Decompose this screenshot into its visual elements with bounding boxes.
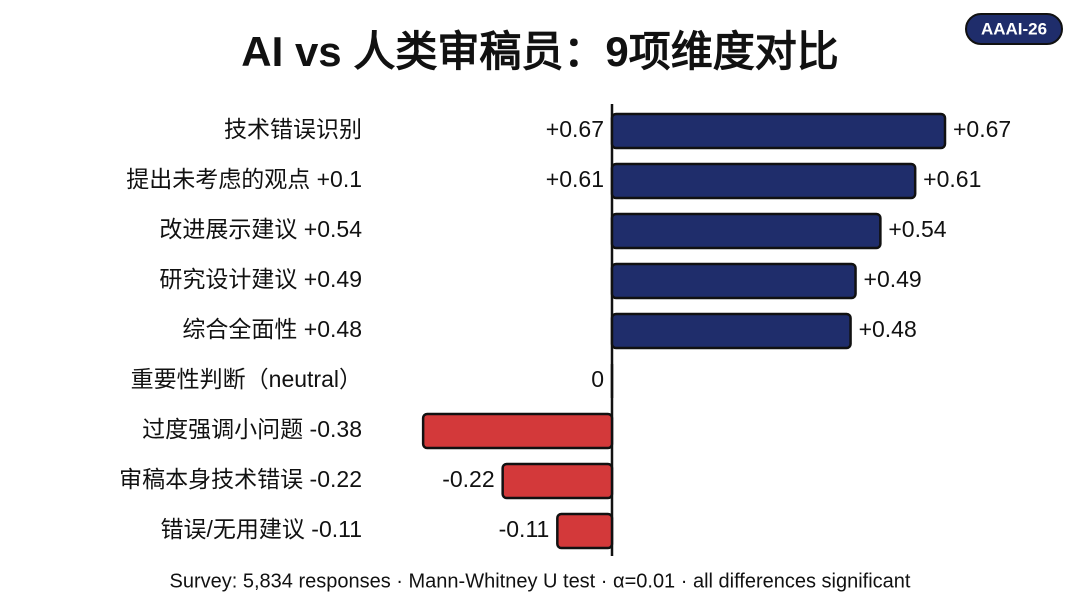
- value-label: +0.61: [923, 166, 981, 192]
- bar: [610, 312, 852, 350]
- inner-label: +0.61: [546, 166, 604, 192]
- value-label: +0.54: [888, 216, 946, 242]
- bar: [501, 462, 614, 500]
- category-label: 提出未考虑的观点 +0.1: [126, 166, 362, 192]
- bar: [610, 162, 917, 200]
- category-label: 错误/无用建议 -0.11: [161, 516, 363, 542]
- bar: [610, 262, 857, 300]
- bar: [421, 412, 614, 450]
- bar: [610, 212, 882, 250]
- chart-title: AI vs 人类审稿员：9项维度对比: [241, 28, 838, 75]
- value-label: -0.22: [442, 466, 494, 492]
- category-label: 综合全面性 +0.48: [182, 316, 362, 342]
- category-label: 改进展示建议 +0.54: [159, 216, 362, 242]
- value-label: -0.11: [499, 516, 550, 542]
- value-label: +0.48: [859, 316, 917, 342]
- category-label: 技术错误识别: [224, 116, 362, 142]
- value-label: +0.49: [864, 266, 922, 292]
- category-label: 研究设计建议 +0.49: [159, 266, 362, 292]
- bar: [610, 112, 947, 150]
- category-label: 过度强调小问题 -0.38: [142, 416, 362, 442]
- footnote: Survey: 5,834 responses · Mann-Whitney U…: [170, 570, 911, 592]
- category-label: 审稿本身技术错误 -0.22: [119, 466, 362, 492]
- badge: AAAI-26: [981, 19, 1047, 38]
- value-label: +0.67: [953, 116, 1011, 142]
- category-label: 重要性判断（neutral）: [131, 366, 362, 392]
- bar: [556, 512, 614, 550]
- inner-label: +0.67: [546, 116, 604, 142]
- value-label: 0: [591, 366, 604, 392]
- badge-bg: [965, 13, 1063, 45]
